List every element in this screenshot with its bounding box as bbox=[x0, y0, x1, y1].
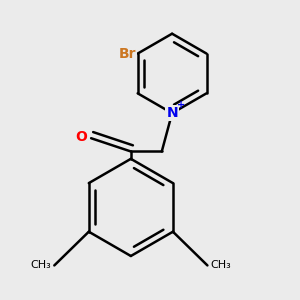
Text: CH₃: CH₃ bbox=[31, 260, 51, 270]
Text: CH₃: CH₃ bbox=[210, 260, 231, 270]
Text: Br: Br bbox=[119, 46, 136, 61]
Text: N: N bbox=[166, 106, 178, 120]
Text: O: O bbox=[75, 130, 87, 144]
Text: +: + bbox=[177, 100, 186, 110]
